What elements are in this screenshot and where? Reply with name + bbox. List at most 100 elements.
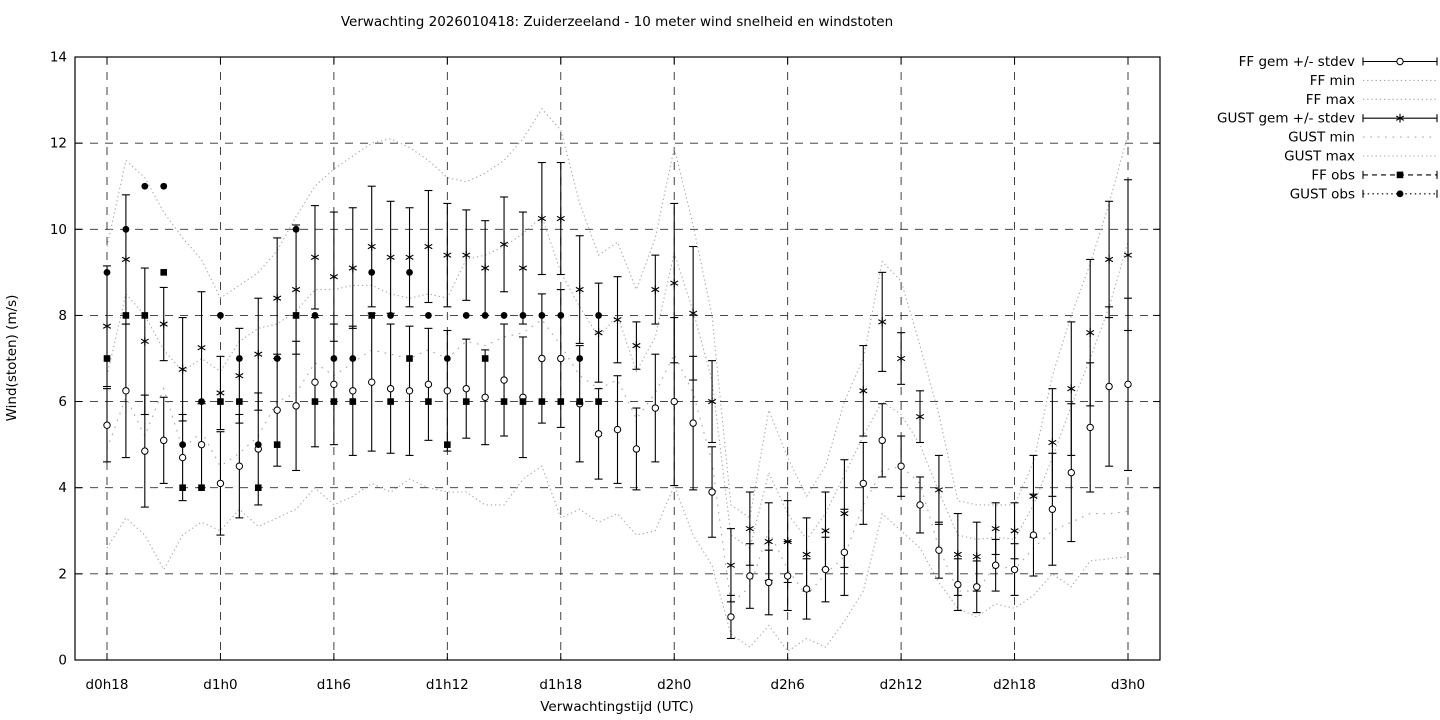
filled-square-marker [481,355,489,362]
filled-square-marker [198,484,205,492]
filled-square-marker [236,398,243,405]
open-circle-marker [632,445,641,453]
filled-square-marker [387,398,394,405]
asterisk-marker [102,321,112,331]
open-circle-marker [935,546,943,554]
open-circle-marker [273,406,281,414]
filled-circle-marker [538,312,546,319]
legend-label-ff-max: FF max [1306,92,1355,108]
open-circle-marker [311,378,319,386]
filled-circle-marker [198,398,205,405]
x-tick-label: d2h18 [993,677,1036,693]
open-circle-marker [292,402,300,410]
filled-square-marker [576,398,583,405]
asterisk-marker [518,263,528,273]
open-circle-marker [783,572,792,580]
open-circle-marker [160,436,168,445]
filled-circle-marker [387,312,395,319]
filled-square-marker [179,484,186,492]
asterisk-marker [159,319,168,329]
y-tick-label: 2 [58,566,67,582]
filled-circle-marker [141,182,149,190]
asterisk-marker [556,214,565,223]
open-circle-marker [481,393,489,401]
filled-square-marker [557,398,565,405]
open-circle-marker [1067,468,1075,477]
asterisk-marker [197,343,206,353]
asterisk-marker [386,252,395,262]
filled-square-marker [122,312,130,319]
asterisk-marker [802,550,811,559]
asterisk-marker [481,263,490,273]
asterisk-marker [462,250,471,260]
open-circle-marker [141,447,149,455]
filled-square-marker [103,355,111,362]
asterisk-marker [651,285,660,294]
open-circle-marker [708,488,716,496]
legend-sample-gust-gem [1362,113,1438,123]
filled-square-marker [538,398,546,405]
series-gust-obs [103,182,602,449]
filled-circle-marker [1396,190,1404,198]
y-tick-label: 8 [58,308,67,324]
x-tick-label: d2h6 [771,677,805,693]
asterisk-marker [915,412,925,422]
asterisk-marker [575,285,584,294]
open-circle-marker [859,479,867,488]
open-circle-marker [424,380,433,389]
asterisk-marker [934,485,944,495]
asterisk-marker [1086,328,1095,338]
open-circle-marker [727,613,735,621]
asterisk-marker [367,242,376,251]
filled-circle-marker [425,312,432,319]
asterisk-marker [1395,113,1405,123]
asterisk-marker [670,278,679,288]
filled-square-marker [425,398,432,405]
filled-circle-marker [330,355,338,362]
legend-label-ff-gem: FF gem +/- stdev [1239,54,1355,70]
legend-sample-ff-obs [1362,170,1438,179]
legend-label-gust-gem: GUST gem +/- stdev [1217,111,1355,127]
open-circle-marker [500,376,508,384]
open-circle-marker [878,436,886,445]
asterisk-marker [821,526,830,536]
y-tick-label: 12 [50,136,67,152]
asterisk-marker [424,242,433,251]
asterisk-marker [726,560,736,570]
asterisk-marker [329,272,338,282]
open-circle-marker [840,548,849,557]
filled-square-marker [330,398,338,405]
asterisk-marker [859,386,868,396]
open-circle-marker [1105,382,1113,391]
filled-circle-marker [481,312,489,319]
axes: d0h18 d1h0 d1h6 d1h12 d1h18 d2h0 d2h6 d2h12 d2h1… [50,50,1161,693]
filled-square-marker [444,441,451,448]
asterisk-marker [178,364,187,374]
x-axis-label: Verwachtingstijd (UTC) [540,699,694,715]
legend-label-gust-obs: GUST obs [1290,186,1355,202]
series-ff-min [106,465,1129,653]
legend: FF gem +/- stdev FF min FF max GUST gem … [1217,54,1438,202]
asterisk-marker [1010,526,1019,536]
open-circle-marker [349,387,357,395]
filled-circle-marker [179,441,187,449]
open-circle-marker [973,583,981,591]
open-circle-marker [651,404,660,412]
filled-circle-marker [519,312,527,319]
asterisk-marker [273,293,282,303]
asterisk-marker [405,252,414,262]
open-circle-marker [1396,57,1404,66]
asterisk-marker [707,397,717,406]
filled-square-marker [406,355,413,362]
asterisk-marker [689,308,698,318]
filled-circle-marker [557,312,565,319]
asterisk-marker [897,354,906,363]
open-circle-marker [1010,565,1019,574]
asterisk-marker [632,341,641,350]
open-circle-marker [594,430,603,438]
y-tick-label: 14 [50,50,67,66]
x-tick-label: d0h18 [86,677,129,693]
filled-circle-marker [292,225,300,233]
open-circle-marker [103,421,111,429]
open-circle-marker [386,384,395,393]
